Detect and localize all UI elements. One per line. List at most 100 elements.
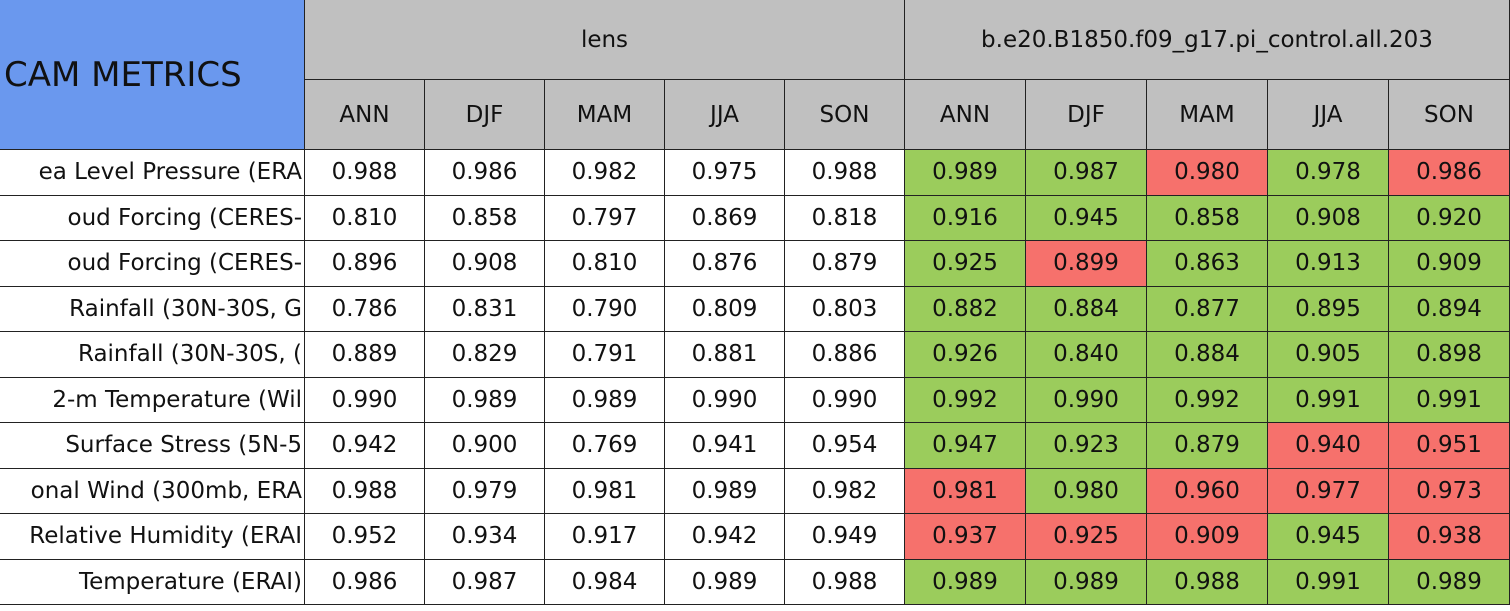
- row-label: Surface Stress (5N-5: [0, 423, 305, 469]
- metric-value: 0.925: [1026, 514, 1147, 560]
- metric-value: 0.942: [305, 423, 425, 469]
- season-header: ANN: [305, 80, 425, 150]
- metric-value: 0.786: [305, 286, 425, 332]
- season-header: JJA: [665, 80, 785, 150]
- metric-value: 0.920: [1389, 195, 1510, 241]
- metric-value: 0.882: [905, 286, 1026, 332]
- metric-value: 0.960: [1147, 468, 1268, 514]
- metric-value: 0.980: [1147, 150, 1268, 196]
- season-header: SON: [1389, 80, 1510, 150]
- metric-value: 0.916: [905, 195, 1026, 241]
- metric-value: 0.803: [785, 286, 905, 332]
- metric-value: 0.899: [1026, 241, 1147, 287]
- metric-value: 0.909: [1147, 514, 1268, 560]
- metric-value: 0.990: [305, 377, 425, 423]
- metric-value: 0.858: [1147, 195, 1268, 241]
- metric-value: 0.988: [785, 559, 905, 605]
- metric-value: 0.989: [425, 377, 545, 423]
- metric-value: 0.942: [665, 514, 785, 560]
- season-header: SON: [785, 80, 905, 150]
- metric-value: 0.886: [785, 332, 905, 378]
- season-header: DJF: [1026, 80, 1147, 150]
- metric-value: 0.954: [785, 423, 905, 469]
- metric-value: 0.809: [665, 286, 785, 332]
- metric-value: 0.991: [1389, 377, 1510, 423]
- metric-value: 0.992: [905, 377, 1026, 423]
- group-header: lens: [305, 0, 905, 80]
- metric-value: 0.989: [905, 150, 1026, 196]
- metric-value: 0.810: [545, 241, 665, 287]
- metric-value: 0.989: [1389, 559, 1510, 605]
- group-header: b.e20.B1850.f09_g17.pi_control.all.203: [905, 0, 1510, 80]
- row-label: ea Level Pressure (ERA: [0, 150, 305, 196]
- metric-value: 0.884: [1026, 286, 1147, 332]
- metric-value: 0.986: [305, 559, 425, 605]
- metric-value: 0.989: [905, 559, 1026, 605]
- row-label: Relative Humidity (ERAI: [0, 514, 305, 560]
- row-label: 2-m Temperature (Wil: [0, 377, 305, 423]
- metric-value: 0.986: [425, 150, 545, 196]
- metric-value: 0.877: [1147, 286, 1268, 332]
- metric-value: 0.949: [785, 514, 905, 560]
- metric-value: 0.991: [1268, 559, 1389, 605]
- metric-value: 0.987: [1026, 150, 1147, 196]
- season-header: MAM: [1147, 80, 1268, 150]
- metric-value: 0.818: [785, 195, 905, 241]
- metric-value: 0.988: [305, 150, 425, 196]
- metric-value: 0.940: [1268, 423, 1389, 469]
- row-label: Rainfall (30N-30S, (: [0, 332, 305, 378]
- metric-value: 0.981: [545, 468, 665, 514]
- metric-value: 0.975: [665, 150, 785, 196]
- row-label: onal Wind (300mb, ERA: [0, 468, 305, 514]
- metric-value: 0.894: [1389, 286, 1510, 332]
- metric-value: 0.951: [1389, 423, 1510, 469]
- metric-value: 0.937: [905, 514, 1026, 560]
- metric-value: 0.986: [1389, 150, 1510, 196]
- metric-value: 0.934: [425, 514, 545, 560]
- metric-value: 0.945: [1026, 195, 1147, 241]
- metric-value: 0.908: [1268, 195, 1389, 241]
- row-label: Rainfall (30N-30S, G: [0, 286, 305, 332]
- row-label: oud Forcing (CERES-: [0, 241, 305, 287]
- metric-value: 0.889: [305, 332, 425, 378]
- row-label: Temperature (ERAI): [0, 559, 305, 605]
- season-header: MAM: [545, 80, 665, 150]
- metric-value: 0.984: [545, 559, 665, 605]
- metric-value: 0.991: [1268, 377, 1389, 423]
- metric-value: 0.990: [1026, 377, 1147, 423]
- metric-value: 0.987: [425, 559, 545, 605]
- metric-value: 0.988: [305, 468, 425, 514]
- metric-value: 0.917: [545, 514, 665, 560]
- metric-value: 0.989: [1026, 559, 1147, 605]
- metric-value: 0.829: [425, 332, 545, 378]
- metric-value: 0.831: [425, 286, 545, 332]
- metric-value: 0.981: [905, 468, 1026, 514]
- metric-value: 0.926: [905, 332, 1026, 378]
- metric-value: 0.869: [665, 195, 785, 241]
- season-header: ANN: [905, 80, 1026, 150]
- metric-value: 0.980: [1026, 468, 1147, 514]
- metric-value: 0.992: [1147, 377, 1268, 423]
- metric-value: 0.895: [1268, 286, 1389, 332]
- metric-value: 0.941: [665, 423, 785, 469]
- metric-value: 0.923: [1026, 423, 1147, 469]
- metric-value: 0.769: [545, 423, 665, 469]
- metric-value: 0.978: [1268, 150, 1389, 196]
- metric-value: 0.990: [785, 377, 905, 423]
- metric-value: 0.791: [545, 332, 665, 378]
- metric-value: 0.982: [785, 468, 905, 514]
- metric-value: 0.900: [425, 423, 545, 469]
- metric-value: 0.797: [545, 195, 665, 241]
- metric-value: 0.908: [425, 241, 545, 287]
- metric-value: 0.952: [305, 514, 425, 560]
- metric-value: 0.945: [1268, 514, 1389, 560]
- metric-value: 0.988: [1147, 559, 1268, 605]
- metric-value: 0.989: [665, 559, 785, 605]
- metric-value: 0.896: [305, 241, 425, 287]
- metric-value: 0.881: [665, 332, 785, 378]
- metric-value: 0.879: [1147, 423, 1268, 469]
- metric-value: 0.973: [1389, 468, 1510, 514]
- metric-value: 0.810: [305, 195, 425, 241]
- metric-value: 0.879: [785, 241, 905, 287]
- season-header: JJA: [1268, 80, 1389, 150]
